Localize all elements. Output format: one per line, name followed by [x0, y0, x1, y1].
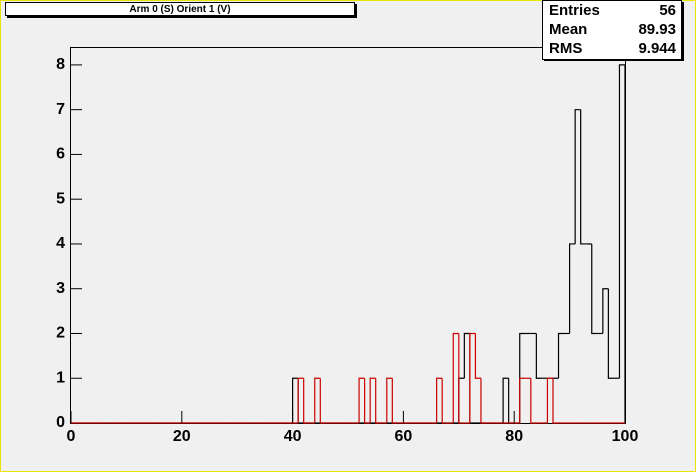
histogram-step	[557, 332, 565, 379]
histogram-step	[441, 378, 448, 424]
stat-label: Entries	[549, 2, 600, 19]
x-tick-label: 40	[284, 428, 302, 445]
title-box	[5, 2, 355, 16]
y-tick-label: 2	[56, 325, 65, 342]
histogram-step	[452, 332, 459, 423]
histogram-step	[607, 288, 614, 379]
y-tick-label: 0	[56, 414, 65, 431]
stats-box	[542, 0, 682, 60]
histogram-step	[369, 377, 376, 423]
histogram-step	[618, 64, 626, 423]
stat-label: Mean	[549, 21, 587, 38]
histogram-step	[546, 377, 553, 423]
x-tick-label: 20	[173, 428, 191, 445]
stat-value: 56	[659, 2, 676, 19]
histogram-step	[297, 377, 304, 423]
histogram-step	[574, 109, 581, 244]
histogram-step	[292, 377, 299, 423]
y-tick-label: 5	[56, 190, 65, 207]
histogram-step	[474, 333, 481, 379]
histogram-step	[552, 378, 559, 424]
stat-value: 89.93	[638, 21, 676, 38]
histogram-step	[436, 377, 443, 423]
histogram-step	[386, 377, 393, 423]
histogram-step	[458, 333, 465, 424]
stats: Entries 56 Mean 89.93 RMS 9.944	[549, 2, 677, 57]
y-tick-label: 8	[56, 56, 65, 73]
histogram-step	[319, 378, 326, 424]
stat-label: RMS	[549, 40, 582, 57]
histogram-step	[358, 377, 365, 423]
histogram-step	[314, 377, 321, 423]
histogram-step	[519, 377, 526, 423]
y-tick-label: 6	[56, 146, 65, 163]
histogram-step	[580, 109, 587, 245]
title: Arm 0 (S) Orient 1 (V)	[129, 4, 230, 15]
histogram-step	[502, 377, 509, 423]
histogram-step	[364, 378, 371, 424]
stat-value: 9.944	[638, 40, 676, 57]
histogram-step	[391, 378, 398, 424]
x-tick-label: 60	[395, 428, 413, 445]
histogram-step	[535, 333, 542, 379]
histogram-step	[480, 378, 487, 424]
histogram-step	[591, 243, 598, 335]
x-tick-label: 100	[612, 428, 639, 445]
y-tick-label: 7	[56, 101, 65, 118]
histogram-step	[569, 243, 576, 334]
histogram-step	[530, 378, 537, 424]
histogram-step	[602, 288, 609, 334]
histogram-step	[375, 378, 382, 424]
histogram-step	[469, 332, 476, 423]
histogram-step	[303, 378, 310, 424]
y-tick-label: 1	[56, 369, 65, 386]
y-tick-label: 3	[56, 280, 65, 297]
x-tick-label: 80	[505, 428, 523, 445]
histogram-step	[463, 332, 470, 379]
x-tick-label: 0	[67, 428, 76, 445]
y-tick-label: 4	[56, 235, 65, 252]
